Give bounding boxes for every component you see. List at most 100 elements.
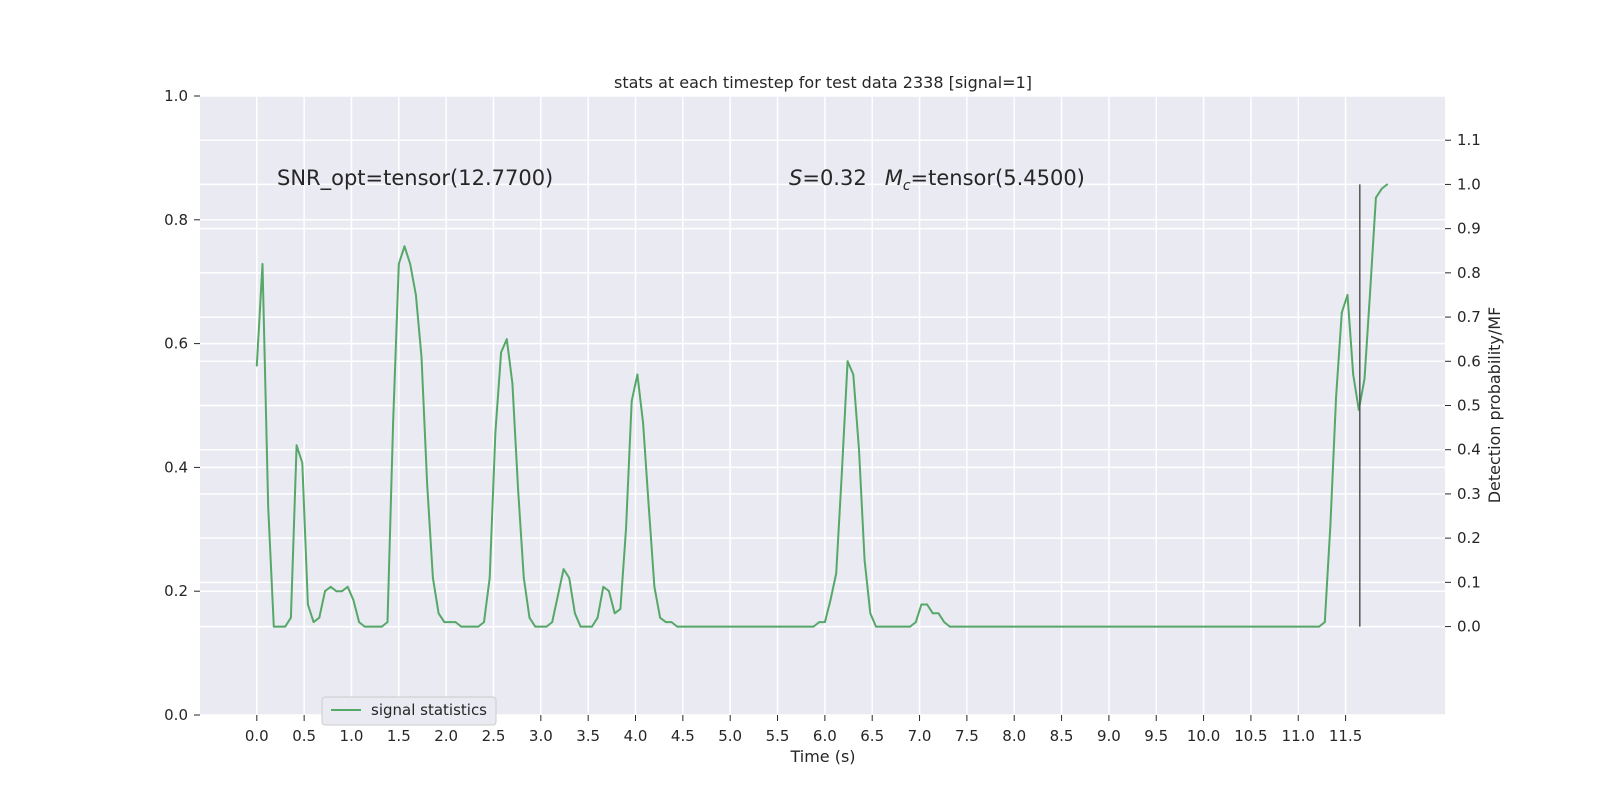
data-point [312,621,315,623]
data-point [1215,625,1218,628]
x-tick-label: 10.5 [1234,727,1267,745]
series-line [255,183,1388,628]
x-tick-label: 11.0 [1282,727,1315,745]
data-point [290,616,292,619]
data-point [1204,625,1207,628]
data-point [545,625,548,628]
y-right-tick-label: 0.7 [1457,308,1481,326]
y-right-tick-label: 1.1 [1457,131,1481,149]
data-point [954,625,957,628]
data-point [653,585,656,588]
x-tick-label: 5.5 [766,727,790,745]
data-point [420,356,423,358]
data-point [977,625,980,628]
data-point [415,294,417,296]
data-point [363,625,366,628]
y-axis-right-label: Detection probability/MF [1485,307,1504,504]
data-point [767,625,769,628]
data-point [789,625,792,628]
data-point [1301,625,1303,628]
data-point [1193,625,1195,628]
data-point [625,528,627,531]
data-point [642,422,644,425]
data-point [1068,625,1070,628]
y-axis-left-ticks: 0.0 0.2 0.4 0.6 0.8 1.0 [164,87,200,724]
data-point [454,621,457,623]
data-point [926,603,928,606]
data-point [1125,625,1127,628]
y-right-tick-label: 1.0 [1457,175,1481,193]
data-point [966,625,968,628]
data-point [676,625,679,628]
data-point [1238,625,1241,628]
data-point [1051,625,1053,628]
data-point [443,621,446,623]
data-point [1085,625,1088,628]
data-point [613,612,616,615]
y-tick-label: 0.0 [164,706,188,724]
data-point [931,612,934,615]
data-point [1073,625,1076,628]
data-point [1022,625,1025,628]
data-point [1340,311,1343,314]
y-right-tick-label: 0.1 [1457,573,1481,591]
data-point [1250,625,1252,628]
data-point [534,625,537,628]
data-point [1278,625,1281,628]
data-point [1312,625,1315,628]
mc-value: =tensor(5.4500) [911,166,1085,190]
mc-symbol: M [885,166,903,190]
data-point [1130,625,1133,628]
data-point [255,364,258,367]
data-point [585,625,588,628]
data-point [1034,625,1036,628]
legend: signal statistics [321,696,497,726]
x-tick-label: 10.0 [1187,727,1220,745]
data-point [699,625,701,628]
data-point [380,625,383,628]
x-tick-label: 2.5 [482,727,506,745]
data-point [437,612,440,615]
data-point [716,625,718,628]
data-point [1062,625,1065,628]
data-point [602,585,605,588]
y-right-tick-label: 0.5 [1457,397,1481,415]
data-point [784,625,786,628]
data-point [562,568,565,570]
data-point [1233,625,1235,628]
data-point [647,506,650,509]
data-point [1108,625,1110,628]
data-point [307,603,309,606]
data-point [1142,625,1144,628]
data-point [1113,625,1116,628]
data-point [1017,625,1019,628]
data-point [539,625,542,628]
data-point [1091,625,1093,628]
data-point [778,625,781,628]
x-tick-label: 7.5 [955,727,979,745]
y-tick-label: 0.8 [164,211,188,229]
data-point [574,612,576,615]
data-point [403,245,406,248]
data-point [1227,625,1230,628]
data-point [1369,289,1372,292]
data-point [1267,625,1269,628]
s-symbol: S [789,166,802,190]
data-point [1198,625,1201,628]
x-tick-label: 4.5 [671,727,695,745]
data-point [1375,196,1377,199]
data-point [659,616,661,619]
data-point [1011,625,1014,628]
x-tick-label: 8.5 [1050,727,1074,745]
data-point [824,621,826,623]
data-point [812,625,815,628]
data-point [352,599,355,601]
x-tick-label: 6.0 [813,727,837,745]
data-point [920,603,923,606]
data-point [301,462,304,464]
data-point [426,484,429,486]
data-point [1056,625,1059,628]
x-tick-label: 8.0 [1002,727,1026,745]
data-point [477,625,480,628]
data-point [1136,625,1139,628]
